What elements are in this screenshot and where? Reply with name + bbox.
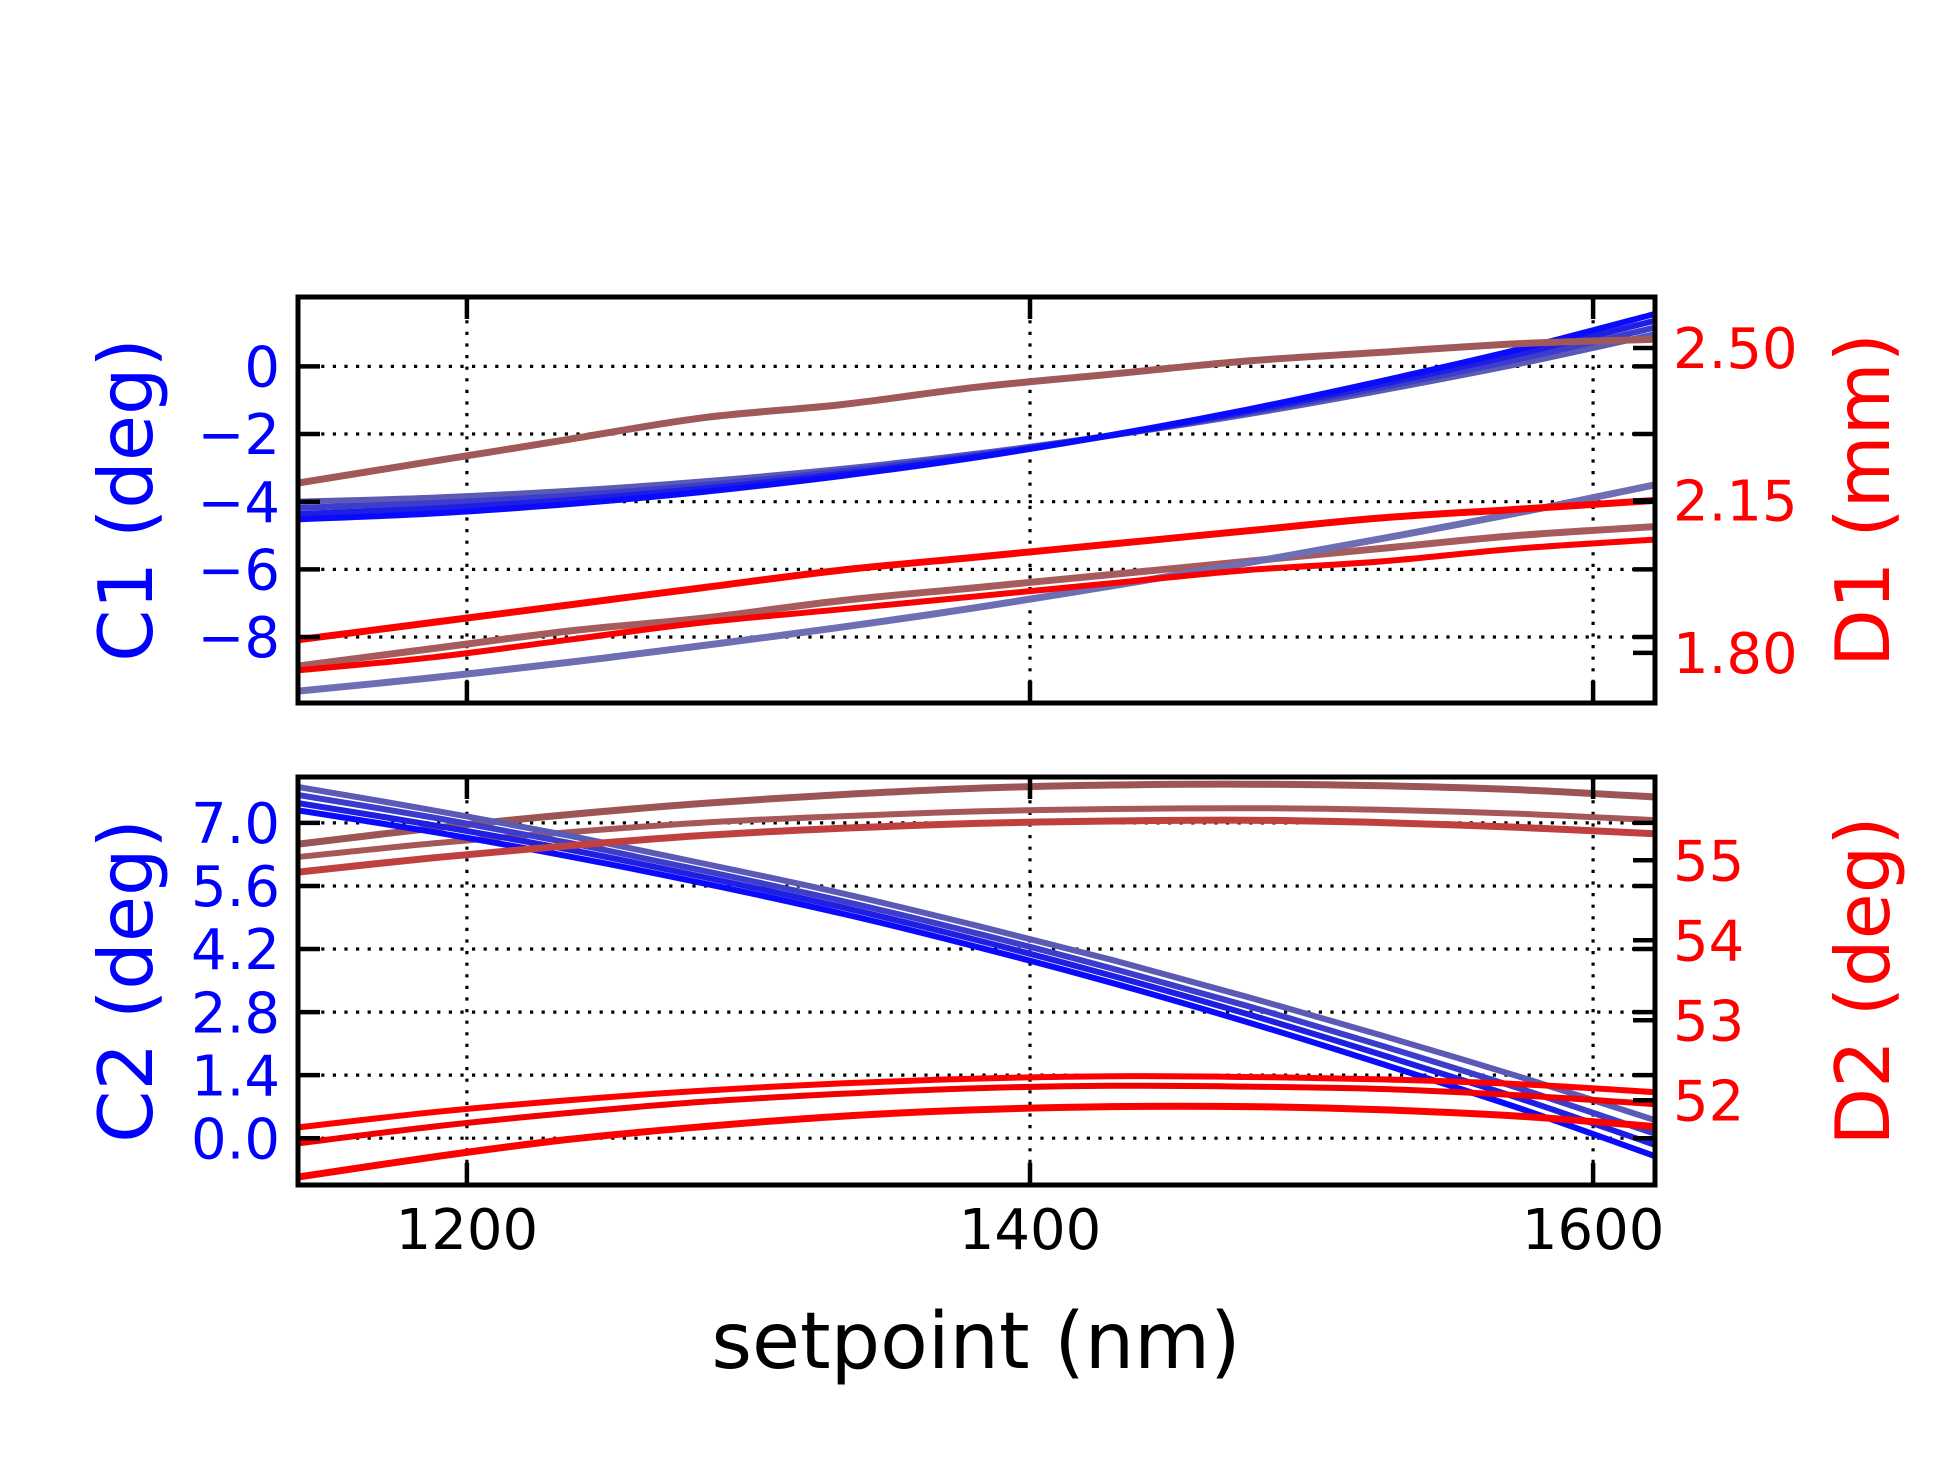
- right-axis-title-d1: D1 (mm): [1819, 333, 1907, 667]
- series-group-bottom: [298, 780, 1655, 1181]
- right-tick-label: 1.80: [1673, 622, 1798, 687]
- series-d2-muted-brown-1: [298, 780, 1655, 848]
- right-axis-title-d2: D2 (deg): [1819, 816, 1907, 1145]
- right-tick-label: 54: [1673, 909, 1744, 974]
- series-c1-muted-blue: [298, 481, 1655, 695]
- x-tick-label: 1200: [396, 1198, 539, 1263]
- x-axis-title: setpoint (nm): [711, 1297, 1240, 1387]
- series-c2-blue-2: [298, 792, 1655, 1137]
- right-tick-label: 53: [1673, 989, 1744, 1054]
- left-tick-label: 4.2: [191, 918, 280, 983]
- series-d2-crimson: [298, 816, 1655, 876]
- left-tick-label: −4: [197, 471, 280, 536]
- series-d2-red-2: [298, 1082, 1655, 1147]
- right-tick-label: 2.50: [1673, 317, 1798, 382]
- left-tick-label: 2.8: [191, 981, 280, 1046]
- left-tick-label: −6: [197, 539, 280, 604]
- series-d1-muted-brown-upper: [298, 335, 1655, 487]
- left-tick-label: 0: [244, 336, 280, 401]
- series-d2-red-1: [298, 1073, 1655, 1131]
- series-c1-blue-4: [298, 310, 1655, 523]
- left-tick-label: 1.4: [191, 1044, 280, 1109]
- right-tick-label: 52: [1673, 1069, 1744, 1134]
- series-d2-red-3: [298, 1102, 1655, 1181]
- series-c2-blue-1: [298, 783, 1655, 1124]
- left-tick-label: 5.6: [191, 855, 280, 920]
- x-tick-label: 1600: [1522, 1198, 1665, 1263]
- left-tick-label: 0.0: [191, 1107, 280, 1172]
- left-tick-label: −2: [197, 403, 280, 468]
- generated-chart-layers: 0−2−4−6−8 2.50 2.15 1.80 7.05.64.22.81.40.0 5…: [191, 294, 1798, 1263]
- left-tick-label: −8: [197, 606, 280, 671]
- right-tick-label: 2.15: [1673, 470, 1798, 535]
- x-tick-label: 1400: [959, 1198, 1102, 1263]
- series-d1-red-lower: [298, 536, 1655, 674]
- series-d1-red-upper: [298, 496, 1655, 644]
- series-group-top: [298, 310, 1655, 695]
- left-tick-label: 7.0: [191, 792, 280, 857]
- left-axis-title-c1: C1 (deg): [82, 338, 170, 662]
- series-c2-blue-3: [298, 800, 1655, 1148]
- series-d1-muted-brown-lower: [298, 523, 1655, 670]
- panel-frame-bottom: [295, 774, 1658, 1188]
- left-axis-title-c2: C2 (deg): [82, 819, 170, 1143]
- right-tick-label: 55: [1673, 829, 1744, 894]
